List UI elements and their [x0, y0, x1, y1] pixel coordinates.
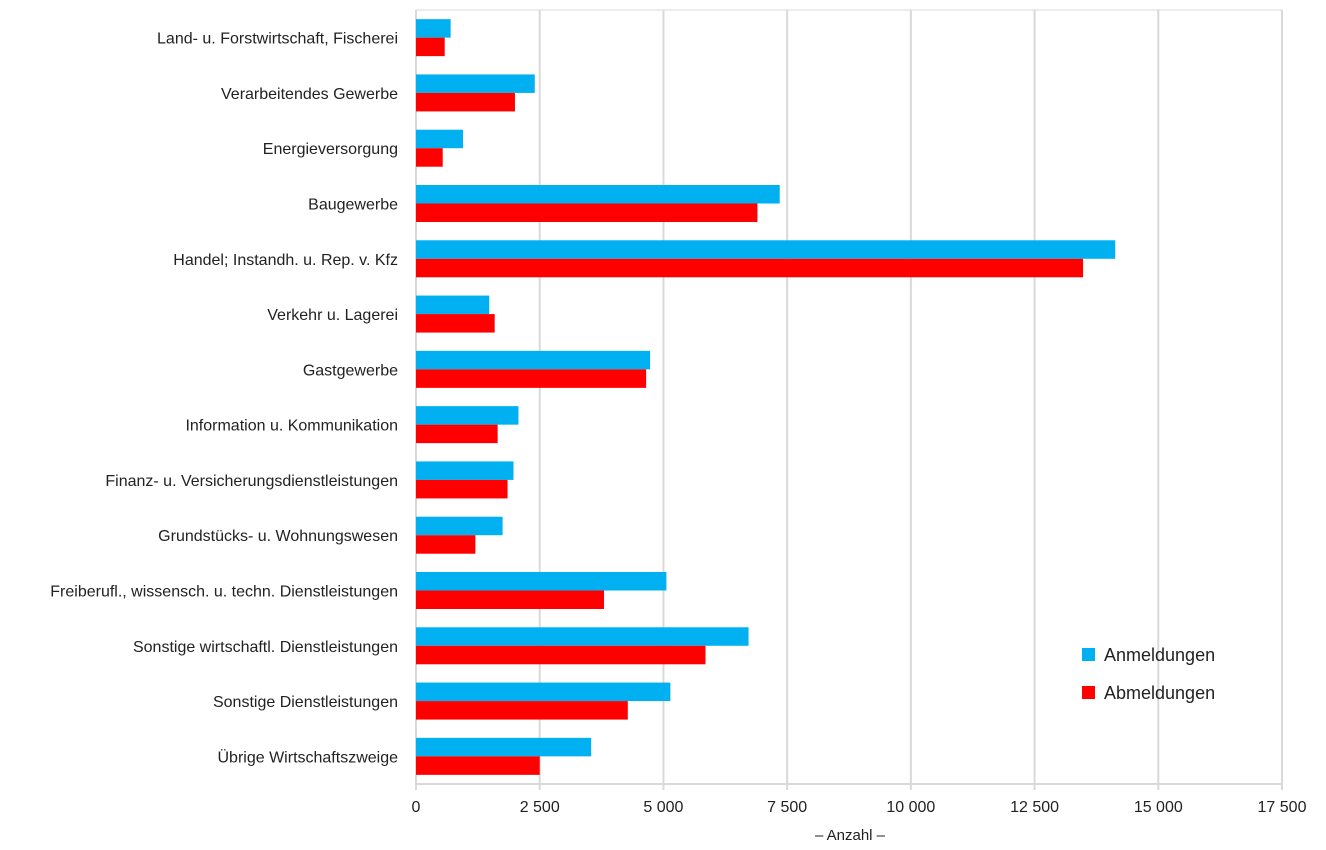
legend-label: Anmeldungen [1104, 645, 1215, 665]
bar-abmeldungen [416, 756, 540, 775]
category-label: Grundstücks- u. Wohnungswesen [158, 528, 398, 545]
category-label: Energieversorgung [263, 141, 398, 158]
legend-swatch [1082, 648, 1095, 661]
bar-anmeldungen [416, 572, 667, 591]
legend-swatch [1082, 686, 1095, 699]
bar-anmeldungen [416, 682, 671, 702]
category-label: Verarbeitendes Gewerbe [221, 86, 398, 103]
x-tick-label: 10 000 [886, 799, 935, 816]
bar-abmeldungen [416, 701, 628, 720]
bar-anmeldungen [416, 185, 780, 204]
category-label: Gastgewerbe [303, 362, 398, 379]
bar-anmeldungen [416, 19, 451, 38]
bar-abmeldungen [416, 535, 476, 554]
category-label: Verkehr u. Lagerei [267, 307, 398, 324]
bar-abmeldungen [416, 258, 1084, 278]
legend: Anmeldungen Abmeldungen [1082, 645, 1215, 703]
bar-abmeldungen [416, 645, 706, 665]
bar-anmeldungen [416, 129, 464, 149]
category-label: Baugewerbe [308, 197, 398, 214]
bar-anmeldungen [416, 240, 1116, 259]
bar-anmeldungen [416, 295, 490, 315]
bar-anmeldungen [416, 516, 503, 536]
x-tick-label: 12 500 [1010, 799, 1059, 816]
bar-abmeldungen [416, 369, 647, 388]
bar-anmeldungen [416, 406, 519, 425]
category-label: Freiberufl., wissensch. u. techn. Dienst… [50, 584, 398, 601]
gridlines [538, 10, 1283, 784]
bar-anmeldungen [416, 627, 749, 646]
bar-abmeldungen [416, 314, 495, 333]
x-tick-label: 17 500 [1258, 799, 1307, 816]
category-label: Information u. Kommunikation [185, 418, 398, 435]
bar-abmeldungen [416, 424, 498, 444]
category-labels: Land- u. Forstwirtschaft, Fischerei Verar… [50, 31, 398, 767]
x-tick-label: 2 500 [520, 799, 560, 816]
category-label: Handel; Instandh. u. Rep. v. Kfz [173, 252, 398, 269]
bar-abmeldungen [416, 479, 508, 499]
x-tick-label: 7 500 [767, 799, 807, 816]
x-tick-label: 5 000 [643, 799, 683, 816]
category-label: Übrige Wirtschaftszweige [218, 748, 399, 766]
bar-abmeldungen [416, 148, 443, 167]
x-tick-label: 0 [412, 799, 421, 816]
bar-abmeldungen [416, 203, 758, 222]
x-tick-labels: 0 2 500 5 000 7 500 10 000 12 500 15 000 17 500 [412, 799, 1307, 816]
bars [416, 19, 1116, 775]
bar-abmeldungen [416, 92, 515, 112]
legend-label: Abmeldungen [1104, 683, 1215, 703]
category-label: Sonstige wirtschaftl. Dienstleistungen [133, 639, 398, 656]
bar-anmeldungen [416, 737, 592, 757]
bar-anmeldungen [416, 74, 535, 93]
category-label: Finanz- u. Versicherungsdienstleistungen [105, 473, 398, 490]
category-label: Sonstige Dienstleistungen [213, 694, 398, 711]
bar-abmeldungen [416, 37, 445, 57]
plot-frame [415, 9, 1283, 790]
category-label: Land- u. Forstwirtschaft, Fischerei [157, 31, 398, 48]
bar-abmeldungen [416, 590, 605, 609]
x-axis-title: – Anzahl – [815, 827, 886, 844]
x-tick-label: 15 000 [1134, 799, 1183, 816]
bar-anmeldungen [416, 350, 651, 370]
bar-anmeldungen [416, 461, 514, 480]
